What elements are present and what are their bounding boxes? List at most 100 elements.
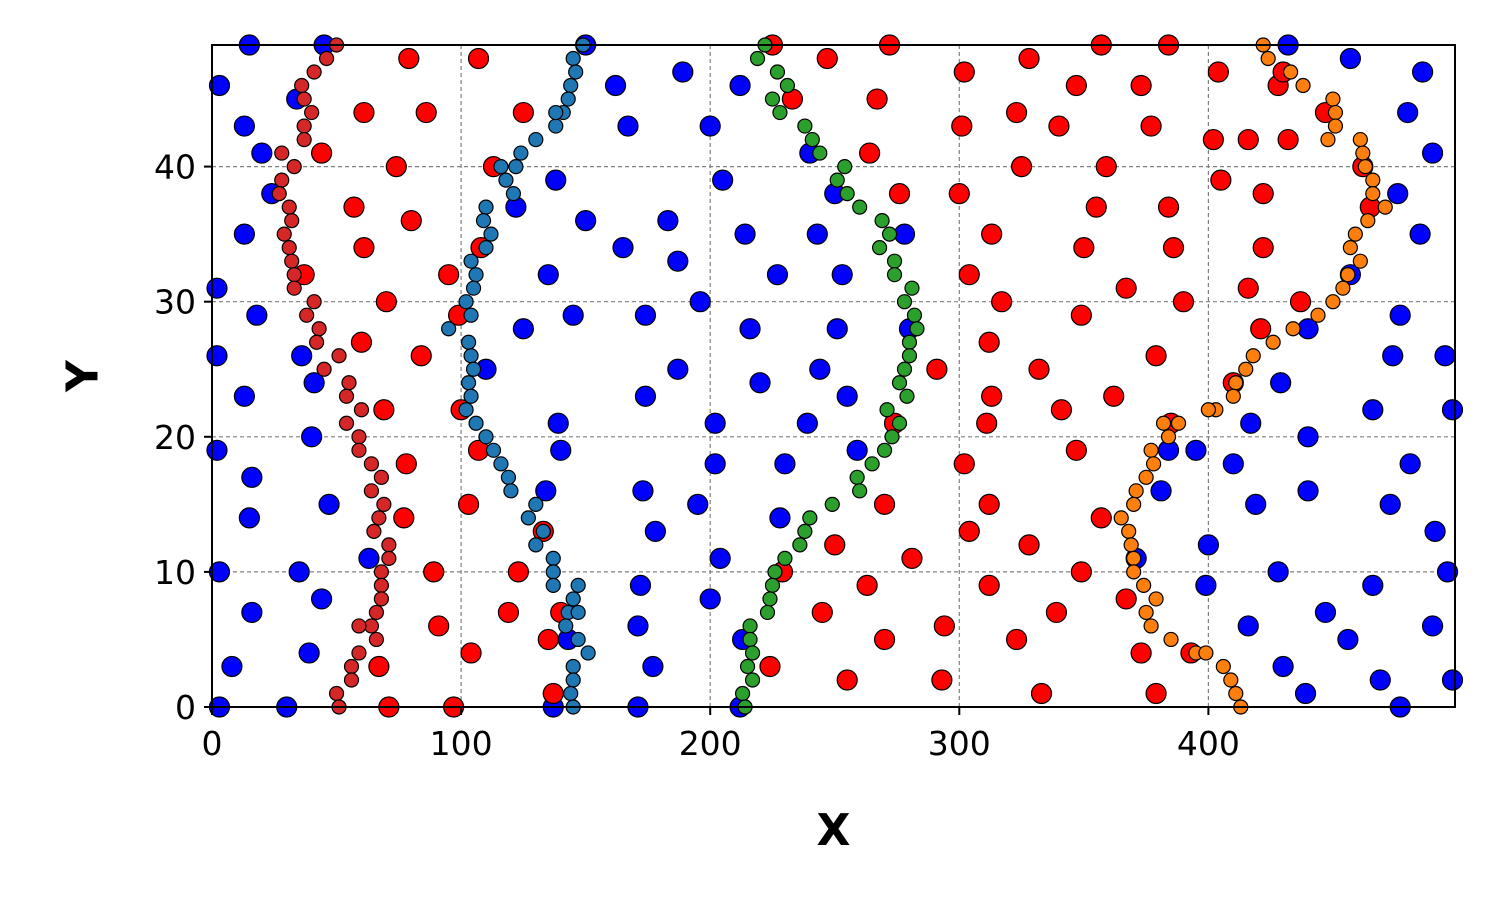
scatter-point: [288, 561, 310, 583]
scatter-point: [744, 672, 761, 688]
plot-frame: [211, 44, 1456, 708]
scatter-point: [1340, 267, 1356, 283]
scatter-point: [873, 493, 896, 515]
scatter-point: [560, 91, 576, 107]
scatter-point: [493, 456, 509, 472]
scatter-point: [1294, 682, 1317, 705]
scatter-point: [565, 50, 581, 67]
x-axis-label: X: [817, 805, 851, 856]
scatter-point: [376, 496, 392, 512]
scatter-point: [558, 618, 574, 634]
scatter-point: [500, 469, 517, 485]
scatter-point: [1265, 334, 1281, 350]
scatter-point: [368, 655, 390, 678]
scatter-point: [276, 226, 292, 242]
scatter-point: [498, 172, 514, 188]
scatter-point: [1143, 618, 1159, 634]
scatter-point: [764, 91, 781, 107]
scatter-point: [328, 685, 345, 702]
scatter-point: [306, 64, 322, 80]
scatter-point: [1441, 669, 1464, 691]
scatter-point: [568, 64, 584, 80]
scatter-point: [699, 588, 721, 610]
scatter-point: [958, 264, 980, 286]
scatter-point: [563, 77, 579, 94]
scatter-point: [1369, 669, 1391, 691]
x-tick-label: 0: [202, 724, 223, 763]
scatter-point: [238, 507, 260, 529]
scatter-point: [836, 385, 858, 407]
scatter-point: [535, 523, 551, 539]
scatter-point: [1342, 240, 1358, 256]
scatter-point: [373, 399, 395, 421]
scatter-point: [545, 577, 561, 594]
scatter-point: [1185, 439, 1207, 461]
scatter-point: [547, 412, 569, 434]
scatter-point: [438, 264, 460, 286]
scatter-point: [306, 294, 322, 310]
scatter-point: [1379, 493, 1401, 515]
scatter-point: [318, 50, 335, 67]
scatter-point: [1065, 74, 1087, 97]
scatter-point: [311, 321, 327, 337]
axis-ticks: 0 100 200 300 400 0 10 20 30 40: [154, 148, 1240, 763]
scatter-point: [667, 250, 689, 272]
scatter-point: [1421, 615, 1444, 637]
series-group: [441, 37, 596, 715]
scatter-point: [1028, 358, 1050, 380]
scatter-point: [739, 318, 761, 340]
scatter-point: [221, 655, 243, 678]
scatter-point: [1018, 47, 1040, 70]
scatter-point: [1115, 588, 1137, 610]
scatter-point: [1145, 456, 1162, 472]
scatter-point: [246, 304, 268, 326]
scatter-point: [206, 345, 228, 367]
scatter-point: [629, 574, 652, 597]
scatter-point: [548, 104, 564, 121]
scatter-point: [338, 415, 355, 431]
scatter-point: [1136, 577, 1152, 594]
scatter-point: [465, 280, 482, 296]
scatter-point: [1130, 74, 1152, 97]
scatter-point: [953, 61, 975, 83]
scatter-point: [1172, 291, 1195, 313]
scatter-point: [373, 591, 389, 607]
scatter-point: [206, 439, 228, 461]
scatter-point: [296, 91, 312, 107]
scatter-point: [298, 642, 320, 664]
scatter-point: [1070, 561, 1092, 583]
scatter-point: [1145, 682, 1167, 705]
scatter-point: [1050, 399, 1073, 421]
scatter-point: [852, 483, 868, 499]
scatter-point: [1170, 415, 1187, 431]
scatter-point: [901, 334, 918, 350]
scatter-point: [467, 47, 490, 70]
scatter-point: [772, 104, 788, 121]
scatter-point: [575, 210, 597, 232]
scatter-point: [749, 50, 766, 67]
scatter-point: [1421, 142, 1444, 164]
data-points: [206, 34, 1464, 718]
scatter-point: [1347, 226, 1363, 242]
scatter-point: [505, 186, 522, 202]
scatter-point: [976, 412, 998, 434]
series-group: [206, 34, 1464, 718]
scatter-point: [296, 131, 312, 148]
scatter-point: [441, 321, 457, 337]
scatter-point: [1223, 672, 1239, 688]
scatter-point: [548, 118, 564, 134]
scatter-point: [580, 645, 596, 661]
scatter-point: [824, 534, 846, 556]
scatter-point: [1160, 429, 1177, 445]
scatter-point: [627, 615, 649, 637]
scatter-point: [978, 493, 1000, 515]
scatter-point: [888, 183, 911, 205]
scatter-point: [1162, 237, 1185, 259]
scatter-point: [824, 496, 840, 512]
scatter-point: [1198, 645, 1214, 661]
scatter-point: [1207, 61, 1229, 83]
scatter-point: [617, 115, 639, 137]
scatter-point: [1126, 564, 1142, 580]
scatter-point: [1130, 642, 1152, 664]
scatter-point: [274, 145, 290, 161]
